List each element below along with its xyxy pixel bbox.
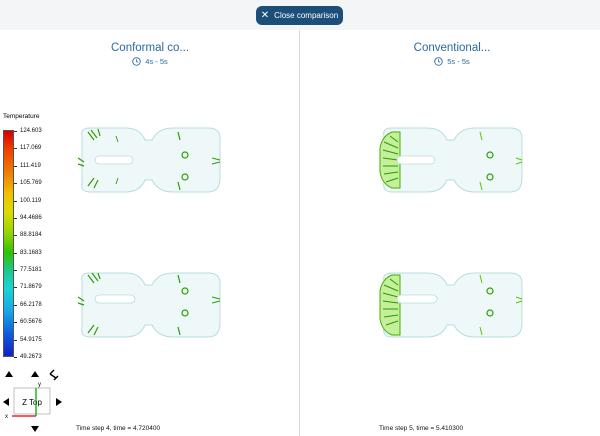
close-icon: ✕ bbox=[260, 9, 270, 21]
legend-tick-label: 105.769 bbox=[20, 180, 42, 187]
legend-tick bbox=[14, 235, 17, 237]
legend-tick bbox=[14, 131, 17, 132]
y-axis-label: y bbox=[38, 382, 41, 388]
left-panel-time: 4s - 5s bbox=[90, 57, 210, 66]
rotate-right-arrow-icon[interactable] bbox=[56, 398, 62, 406]
view-cube-face-label: Z Top bbox=[22, 398, 42, 407]
legend-tick-label: 117.069 bbox=[20, 145, 42, 152]
panel-divider bbox=[299, 30, 300, 436]
left-bottom-part-render[interactable] bbox=[70, 263, 230, 353]
legend-tick-label: 94.4686 bbox=[20, 214, 42, 221]
clock-icon bbox=[132, 57, 141, 66]
rotate-up-arrow-icon[interactable] bbox=[31, 371, 39, 377]
legend-tick-label: 83.1683 bbox=[20, 249, 42, 256]
legend-tick-label: 60.5676 bbox=[20, 319, 42, 326]
legend-tick bbox=[14, 304, 17, 306]
rotate-view-icon[interactable] bbox=[49, 369, 59, 381]
rotate-down-arrow-icon[interactable] bbox=[31, 426, 39, 432]
legend-tick-label: 100.119 bbox=[20, 197, 42, 204]
legend-tick-label: 88.8184 bbox=[20, 232, 42, 239]
legend-tick-label: 77.5181 bbox=[20, 267, 42, 274]
rotate-up-left-arrow-icon[interactable] bbox=[5, 371, 13, 377]
legend-tick bbox=[14, 183, 17, 185]
legend-tick bbox=[14, 217, 17, 219]
left-time-range: 4s - 5s bbox=[145, 57, 168, 66]
legend-tick-label: 49.2673 bbox=[20, 354, 42, 360]
temperature-colorbar bbox=[3, 130, 14, 357]
legend-tick bbox=[14, 200, 17, 202]
legend-tick bbox=[14, 357, 17, 358]
close-comparison-label: Close comparison bbox=[274, 11, 339, 20]
view-cube[interactable]: Z Top x y bbox=[0, 366, 70, 436]
right-panel-title: Conventional... bbox=[413, 42, 491, 54]
close-comparison-button[interactable]: ✕ Close comparison bbox=[256, 6, 343, 25]
left-time-step-label: Time step 4, time = 4.720400 bbox=[76, 425, 161, 432]
top-bar: ✕ Close comparison bbox=[0, 0, 600, 30]
legend-title: Temperature bbox=[3, 113, 40, 120]
x-axis-label: x bbox=[5, 414, 8, 420]
right-time-step-label: Time step 5, time = 5.410300 bbox=[379, 425, 464, 432]
right-top-part-render[interactable] bbox=[372, 118, 532, 208]
legend-tick bbox=[14, 339, 17, 341]
legend-tick-label: 124.603 bbox=[20, 128, 42, 134]
legend-tick-label: 54.9175 bbox=[20, 336, 42, 343]
rotate-left-arrow-icon[interactable] bbox=[3, 398, 9, 406]
clock-icon bbox=[434, 57, 443, 66]
legend-tick bbox=[14, 252, 17, 254]
legend-tick-label: 71.8679 bbox=[20, 284, 42, 291]
legend-tick bbox=[14, 270, 17, 272]
view-cube-face[interactable] bbox=[13, 387, 51, 415]
left-top-part-render[interactable] bbox=[70, 118, 230, 208]
right-bottom-part-render[interactable] bbox=[372, 263, 532, 353]
legend-tick bbox=[14, 165, 17, 167]
right-time-range: 5s - 5s bbox=[447, 57, 470, 66]
legend-tick bbox=[14, 148, 17, 150]
left-panel-title: Conformal co... bbox=[111, 42, 189, 54]
legend-tick bbox=[14, 322, 17, 324]
legend-tick bbox=[14, 287, 17, 289]
legend-tick-label: 111.419 bbox=[20, 162, 41, 169]
right-panel-time: 5s - 5s bbox=[392, 57, 512, 66]
legend-tick-label: 66.2178 bbox=[20, 301, 42, 308]
